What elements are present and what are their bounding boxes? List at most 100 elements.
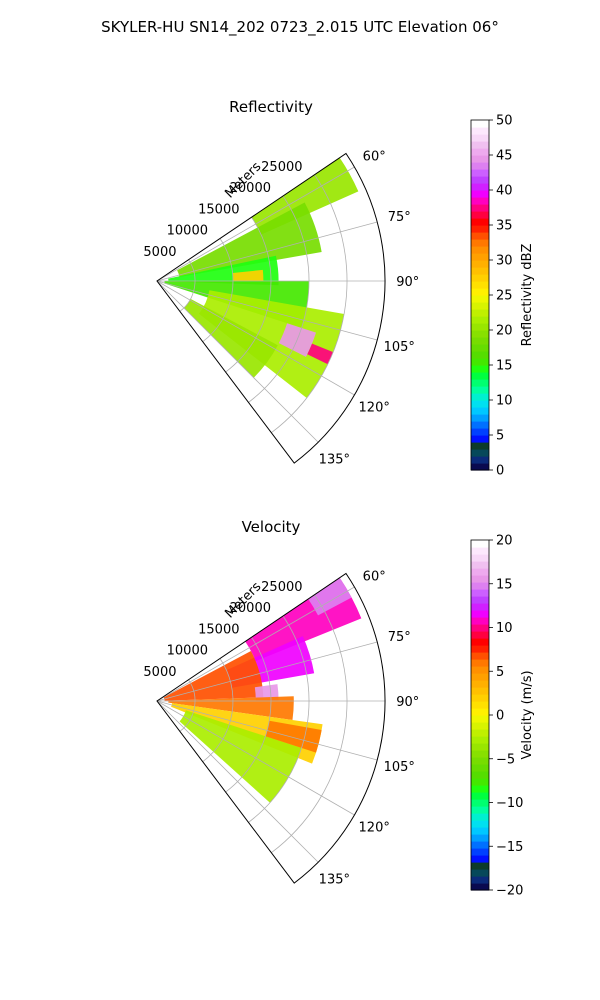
colorbar-band (471, 771, 489, 779)
colorbar-band (471, 806, 489, 814)
colorbar-band (471, 456, 489, 464)
colorbar-band (471, 799, 489, 807)
radar-region-0 (251, 157, 359, 235)
colorbar-band (471, 358, 489, 366)
colorbar-band (471, 204, 489, 212)
colorbar-tick-label: 0 (496, 709, 504, 724)
colorbar-band (471, 323, 489, 331)
colorbar-tick-label: 20 (496, 534, 513, 549)
colorbar-band (471, 393, 489, 401)
colorbar-band (471, 743, 489, 751)
colorbar-band (471, 190, 489, 198)
angle-tick-label: 60° (363, 150, 386, 165)
angle-tick-label: 60° (363, 570, 386, 585)
colorbar-band (471, 218, 489, 226)
radial-gridline-4 (271, 174, 348, 434)
colorbar-tick-label: 15 (496, 359, 513, 374)
velocity-panel: 500010000150002000025000Meters60°75°90°1… (143, 518, 535, 899)
angle-tick-label: 120° (359, 400, 390, 415)
colorbar-band (471, 827, 489, 835)
colorbar: −20 −15 −10 −5 0 5 10 15 20 Velocity (m/s) (470, 534, 535, 899)
angular-gridline-0 (156, 166, 355, 282)
colorbar-band (471, 813, 489, 821)
polar-grid (156, 586, 385, 863)
colorbar-tick-label: −5 (496, 752, 515, 767)
colorbar-tick-label: −15 (496, 840, 523, 855)
colorbar-label: Reflectivity dBZ (520, 244, 535, 347)
colorbar-band (471, 183, 489, 191)
colorbar-band (471, 722, 489, 730)
colorbar-band (471, 610, 489, 618)
angle-tick-label: 90° (396, 275, 419, 290)
colorbar-band (471, 694, 489, 702)
radial-tick-label: 5000 (143, 665, 176, 680)
colorbar-tick-label: 5 (496, 665, 504, 680)
angle-tick-label: 75° (388, 630, 411, 645)
panel-title: Reflectivity (229, 98, 313, 116)
colorbar-band (471, 169, 489, 177)
colorbar-tick-label: 35 (496, 219, 513, 234)
colorbar-band (471, 120, 489, 128)
angle-tick-label: 120° (359, 820, 390, 835)
colorbar-band (471, 764, 489, 772)
angular-gridline-3 (156, 280, 378, 341)
colorbar-band (471, 127, 489, 135)
colorbar-tick-label: 0 (496, 464, 504, 479)
radial-tick-label: 20000 (230, 181, 271, 196)
colorbar-band (471, 596, 489, 604)
colorbar-tick-label: 50 (496, 114, 513, 129)
radial-gridline-1 (202, 238, 234, 343)
angular-gridline-5 (156, 700, 319, 863)
sector-frame (156, 572, 386, 884)
colorbar-band (471, 561, 489, 569)
radar-region-7 (179, 710, 302, 803)
colorbar-band (471, 365, 489, 373)
angle-tick-label: 135° (319, 452, 350, 467)
colorbar-band (471, 736, 489, 744)
radar-region-1 (177, 202, 322, 278)
colorbar-tick-label: 30 (496, 254, 513, 269)
colorbar-band (471, 414, 489, 422)
radial-gridline-3 (248, 615, 310, 823)
radial-tick-label: 15000 (198, 202, 239, 217)
colorbar-band (471, 729, 489, 737)
radial-tick-label: 10000 (167, 644, 208, 659)
colorbar-band (471, 862, 489, 870)
colorbar-band (471, 260, 489, 268)
colorbar-band (471, 155, 489, 163)
polar-grid (156, 166, 385, 443)
colorbar-band (471, 386, 489, 394)
colorbar-band (471, 603, 489, 611)
colorbar-band (471, 344, 489, 352)
colorbar-band (471, 176, 489, 184)
colorbar-band (471, 337, 489, 345)
colorbar-band (471, 267, 489, 275)
colorbar-band (471, 757, 489, 765)
colorbar-band (471, 701, 489, 709)
angle-tick-label: 105° (384, 340, 415, 355)
colorbar-band (471, 540, 489, 548)
colorbar-band (471, 246, 489, 254)
colorbar-band (471, 134, 489, 142)
angular-gridline-0 (156, 586, 355, 702)
radial-gridline-4 (271, 594, 348, 854)
colorbar-band (471, 442, 489, 450)
colorbar-tick-label: 5 (496, 429, 504, 444)
colorbar-band (471, 673, 489, 681)
colorbar-tick-label: 20 (496, 324, 513, 339)
reflectivity-panel: 500010000150002000025000Meters60°75°90°1… (143, 98, 535, 479)
colorbar-band (471, 162, 489, 170)
radar-region-3 (232, 269, 264, 281)
colorbar-tick-label: 40 (496, 184, 513, 199)
colorbar-band (471, 225, 489, 233)
radial-tick-label: 25000 (261, 580, 302, 595)
angular-gridline-5 (156, 280, 319, 443)
angular-gridline-4 (156, 700, 355, 816)
colorbar-tick-label: 10 (496, 621, 513, 636)
colorbar-band (471, 834, 489, 842)
angle-tick-label: 135° (319, 872, 350, 887)
colorbar-band (471, 750, 489, 758)
colorbar-band (471, 351, 489, 359)
angular-gridline-3 (156, 700, 378, 761)
colorbar-band (471, 624, 489, 632)
